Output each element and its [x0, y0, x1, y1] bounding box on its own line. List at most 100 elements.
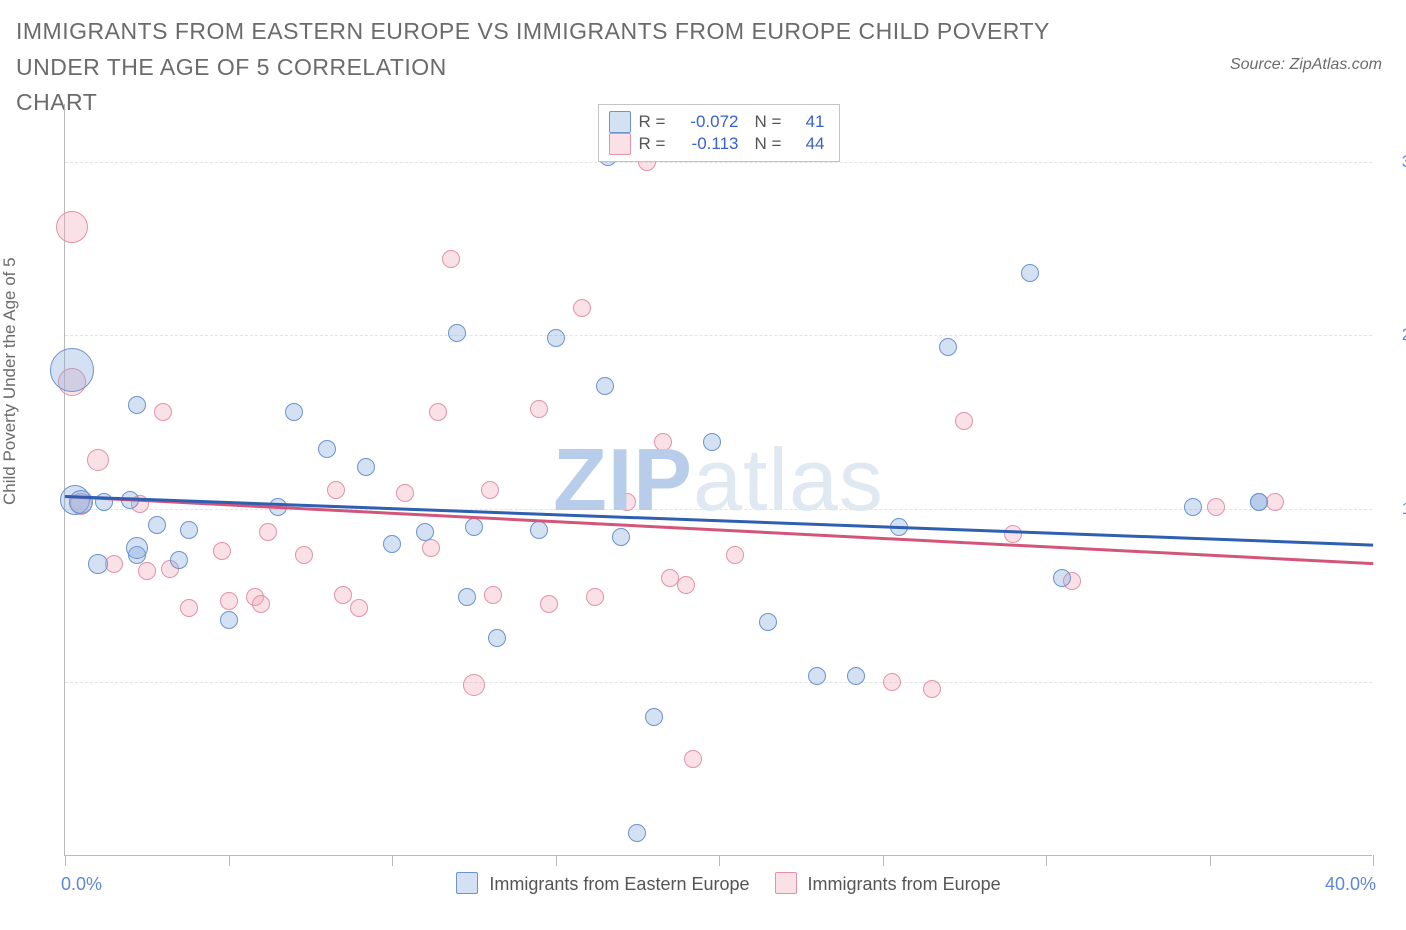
data-point-pink: [540, 595, 558, 613]
data-point-blue: [939, 338, 957, 356]
data-point-pink: [726, 546, 744, 564]
chart-container: Child Poverty Under the Age of 5 ZIPatla…: [16, 100, 1390, 910]
y-axis-label: Child Poverty Under the Age of 5: [0, 257, 20, 505]
gridline: [65, 509, 1372, 510]
data-point-pink: [1004, 525, 1022, 543]
legend-series-blue-label: Immigrants from Eastern Europe: [489, 874, 749, 894]
data-point-blue: [847, 667, 865, 685]
data-point-pink: [350, 599, 368, 617]
data-point-pink: [87, 449, 109, 471]
data-point-blue: [1053, 569, 1071, 587]
data-point-blue: [703, 433, 721, 451]
data-point-pink: [654, 433, 672, 451]
data-point-pink: [429, 403, 447, 421]
data-point-blue: [596, 377, 614, 395]
data-point-blue: [416, 523, 434, 541]
data-point-pink: [530, 400, 548, 418]
data-point-pink: [883, 673, 901, 691]
data-point-pink: [334, 586, 352, 604]
x-tick: [1210, 855, 1211, 866]
data-point-blue: [759, 613, 777, 631]
data-point-pink: [923, 680, 941, 698]
data-point-pink: [327, 481, 345, 499]
data-point-blue: [488, 629, 506, 647]
data-point-blue: [448, 324, 466, 342]
legend-r-value-pink: -0.113: [679, 134, 739, 154]
data-point-pink: [105, 555, 123, 573]
data-point-pink: [586, 588, 604, 606]
data-point-pink: [618, 493, 636, 511]
data-point-blue: [628, 824, 646, 842]
data-point-blue: [69, 490, 93, 514]
data-point-pink: [422, 539, 440, 557]
data-point-pink: [481, 481, 499, 499]
x-tick: [1046, 855, 1047, 866]
plot-area: ZIPatlas R = -0.072 N = 41 R = -0.113 N …: [64, 104, 1372, 856]
legend-swatch-pink: [609, 133, 631, 155]
data-point-pink: [259, 523, 277, 541]
source-attribution: Source: ZipAtlas.com: [1230, 56, 1382, 74]
data-point-blue: [148, 516, 166, 534]
legend-n-value-blue: 41: [795, 112, 825, 132]
data-point-blue: [285, 403, 303, 421]
data-point-pink: [684, 750, 702, 768]
data-point-blue: [547, 329, 565, 347]
data-point-pink: [955, 412, 973, 430]
x-tick: [719, 855, 720, 866]
data-point-pink: [677, 576, 695, 594]
legend-stats-row-pink: R = -0.113 N = 44: [609, 133, 825, 155]
data-point-pink: [295, 546, 313, 564]
y-tick-label: 30.0%: [1380, 152, 1406, 172]
data-point-pink: [1266, 493, 1284, 511]
x-tick: [65, 855, 66, 866]
data-point-pink: [154, 403, 172, 421]
legend-r-label: R =: [639, 134, 671, 154]
data-point-pink: [180, 599, 198, 617]
data-point-blue: [383, 535, 401, 553]
legend-series-pink-label: Immigrants from Europe: [808, 874, 1001, 894]
data-point-blue: [1184, 498, 1202, 516]
x-tick: [392, 855, 393, 866]
data-point-blue: [88, 554, 108, 574]
watermark-light: atlas: [693, 430, 884, 529]
data-point-blue: [530, 521, 548, 539]
legend-swatch-pink: [775, 872, 797, 894]
data-point-blue: [612, 528, 630, 546]
data-point-pink: [442, 250, 460, 268]
y-tick-label: 7.5%: [1380, 672, 1406, 692]
data-point-blue: [1250, 493, 1268, 511]
data-point-pink: [56, 211, 88, 243]
data-point-blue: [645, 708, 663, 726]
title-line-1: IMMIGRANTS FROM EASTERN EUROPE VS IMMIGR…: [16, 14, 1126, 85]
data-point-pink: [396, 484, 414, 502]
data-point-pink: [463, 674, 485, 696]
data-point-blue: [1021, 264, 1039, 282]
data-point-blue: [318, 440, 336, 458]
data-point-blue: [50, 348, 94, 392]
data-point-blue: [220, 611, 238, 629]
y-tick-label: 22.5%: [1380, 325, 1406, 345]
data-point-pink: [1207, 498, 1225, 516]
data-point-pink: [573, 299, 591, 317]
legend-n-label: N =: [755, 134, 787, 154]
data-point-pink: [220, 592, 238, 610]
legend-stats: R = -0.072 N = 41 R = -0.113 N = 44: [598, 104, 840, 162]
x-tick: [1373, 855, 1374, 866]
data-point-blue: [126, 537, 148, 559]
data-point-blue: [180, 521, 198, 539]
y-tick-label: 15.0%: [1380, 499, 1406, 519]
legend-r-label: R =: [639, 112, 671, 132]
data-point-blue: [357, 458, 375, 476]
data-point-blue: [170, 551, 188, 569]
data-point-pink: [484, 586, 502, 604]
data-point-blue: [465, 518, 483, 536]
legend-n-value-pink: 44: [795, 134, 825, 154]
legend-swatch-blue: [609, 111, 631, 133]
legend-swatch-blue: [456, 872, 478, 894]
data-point-pink: [252, 595, 270, 613]
data-point-pink: [213, 542, 231, 560]
data-point-blue: [458, 588, 476, 606]
data-point-blue: [808, 667, 826, 685]
x-tick: [883, 855, 884, 866]
legend-series: Immigrants from Eastern Europe Immigrant…: [65, 872, 1372, 895]
